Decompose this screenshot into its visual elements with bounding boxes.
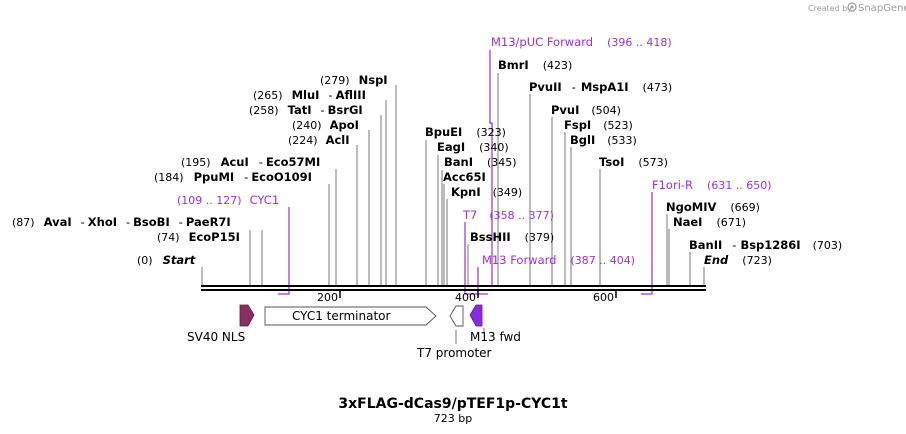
site-pvui[interactable]: PvuI (504) — [551, 103, 621, 117]
cyc1-terminator-label: CYC1 terminator — [292, 309, 391, 323]
feature-m13-fwd[interactable]: M13 fwd — [469, 304, 521, 344]
feature-t7-promoter[interactable]: T7 promoter — [416, 305, 492, 360]
site-nspi[interactable]: (279) NspI — [320, 73, 388, 87]
site-bpuei[interactable]: BpuEI (323) — [425, 125, 506, 139]
m13-puc-forward-primer-line — [489, 50, 493, 287]
site-tati[interactable]: (258) TatI - BsrGI — [249, 103, 363, 117]
tick-label-200: 200 — [317, 291, 338, 304]
primer-f1ori-r[interactable]: F1ori-R (631 .. 650) — [652, 178, 772, 192]
sv40-nls-arrow — [239, 304, 255, 327]
site-ngomiv[interactable]: NgoMIV (669) — [666, 200, 760, 214]
t7-promoter-label: T7 promoter — [416, 346, 492, 360]
site-apoi[interactable]: (240) ApoI — [292, 118, 359, 132]
tick-label-600: 600 — [593, 291, 614, 304]
site-naei[interactable]: NaeI (671) — [673, 215, 746, 229]
primer-m13-forward[interactable]: M13 Forward (387 .. 404) — [482, 253, 635, 267]
sv40-nls-label: SV40 NLS — [187, 330, 245, 344]
primer-m13-puc-forward[interactable]: M13/pUC Forward (396 .. 418) — [491, 35, 672, 49]
site-bani[interactable]: BanI (345) — [444, 155, 517, 169]
t7-primer-line — [464, 222, 477, 295]
created-by-label: Created by — [808, 4, 852, 13]
plasmid-title: 3xFLAG-dCas9/pTEF1p-CYC1t — [338, 396, 568, 412]
m13-fwd-arrow — [469, 304, 483, 327]
site-acui[interactable]: (195) AcuI - Eco57MI — [181, 155, 320, 169]
site-mlui[interactable]: (265) MluI - AflIII — [253, 88, 366, 102]
backbone — [201, 285, 706, 291]
cyc1-primer-line — [278, 207, 290, 295]
cyc1-terminator-arrow — [264, 306, 437, 326]
t7-promoter-arrow — [449, 305, 464, 327]
site-eagi[interactable]: EagI (340) — [437, 140, 509, 154]
site-banii[interactable]: BanII - Bsp1286I (703) — [689, 238, 842, 252]
site-ppumi[interactable]: (184) PpuMI - EcoO109I — [154, 170, 312, 184]
site-bmri[interactable]: BmrI (423) — [498, 58, 572, 72]
site-fspi[interactable]: FspI (523) — [564, 118, 633, 132]
site-acli[interactable]: (224) AclI — [288, 133, 350, 147]
site-kpni[interactable]: KpnI (349) — [451, 185, 522, 199]
primer-cyc1[interactable]: (109 .. 127) CYC1 — [177, 193, 279, 207]
site-lines — [201, 73, 705, 285]
plasmid-length: 723 bp — [434, 412, 472, 425]
site-pvuii[interactable]: PvuII - MspA1I (473) — [529, 80, 672, 94]
m13-fwd-label: M13 fwd — [470, 330, 521, 344]
axis-ticks: 200 400 600 — [317, 291, 617, 304]
feature-sv40-nls[interactable]: SV40 NLS — [187, 304, 255, 344]
site-ecop15i[interactable]: (74) EcoP15I — [157, 230, 240, 244]
site-start[interactable]: (0) Start — [137, 253, 196, 267]
f1ori-r-primer-line — [641, 192, 653, 295]
snapgene-brand: SnapGene — [858, 3, 906, 14]
site-end[interactable]: End (723) — [704, 253, 772, 267]
tick-label-400: 400 — [455, 291, 476, 304]
site-ava-group[interactable]: (87) AvaI - XhoI - BsoBI - PaeR7I — [12, 215, 231, 229]
site-acc65i[interactable]: Acc65I — [443, 170, 486, 184]
site-tsoi[interactable]: TsoI (573) — [599, 155, 668, 169]
primer-t7[interactable]: T7 (358 .. 377) — [462, 208, 554, 222]
feature-cyc1-terminator[interactable]: CYC1 terminator — [264, 306, 437, 326]
site-bsshii[interactable]: BssHII (379) — [470, 230, 554, 244]
site-bgli[interactable]: BglI (533) — [570, 133, 637, 147]
snapgene-logo-icon — [847, 2, 857, 12]
